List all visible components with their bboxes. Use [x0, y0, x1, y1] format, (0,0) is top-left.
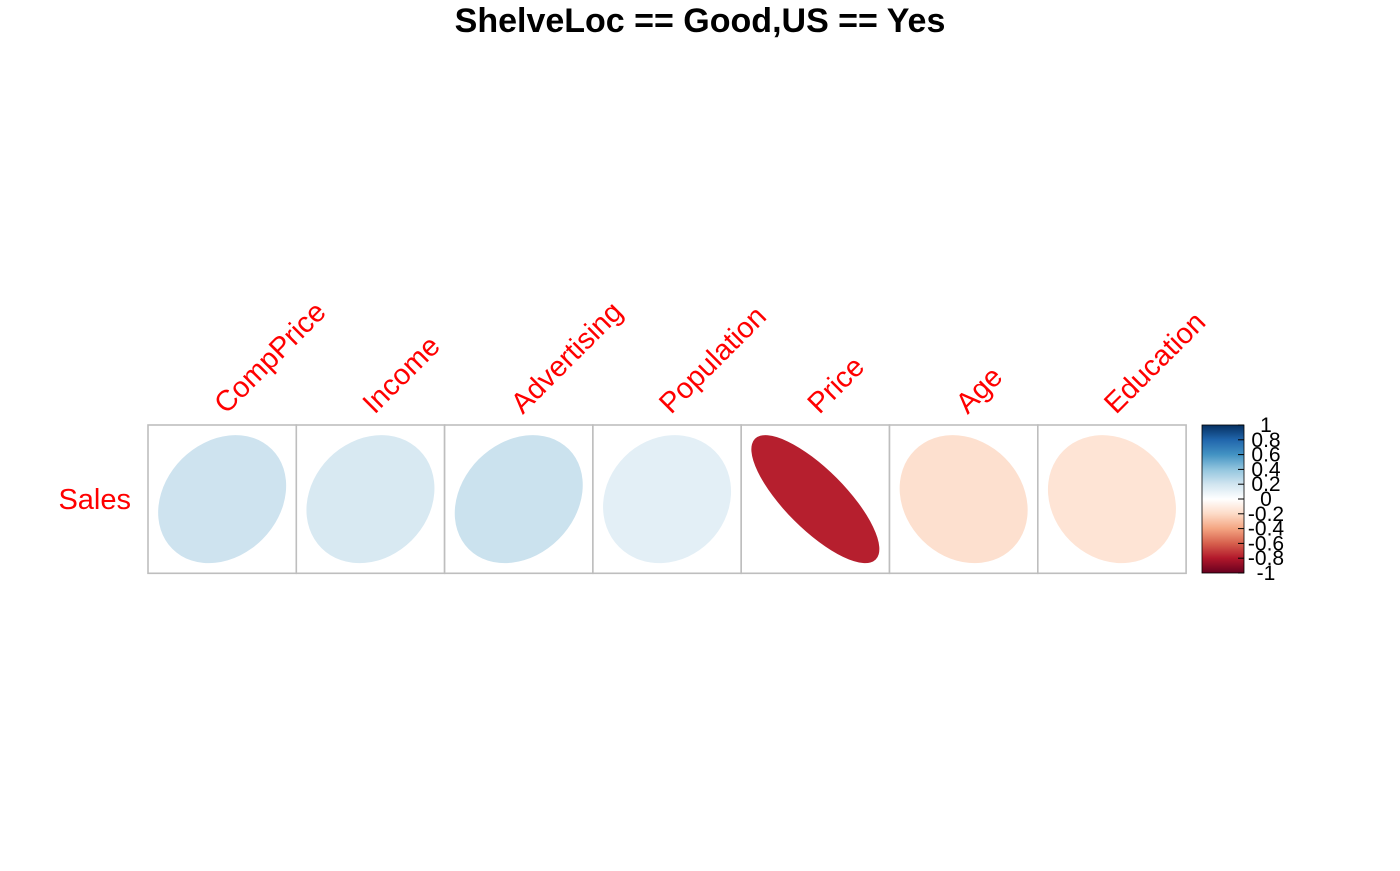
color-legend: 10.80.60.40.20-0.2-0.4-0.6-0.8-1 [1201, 414, 1285, 585]
correlation-ellipse [1047, 435, 1176, 564]
correlation-ellipse [751, 435, 880, 564]
legend-tick-label: 1 [1260, 414, 1272, 437]
legend-color-bar [1201, 424, 1245, 574]
legend-tick-label: 0.8 [1251, 429, 1280, 452]
legend-tick-label: -1 [1257, 562, 1276, 585]
legend-tick-label: -0.4 [1248, 518, 1285, 541]
column-label: Price [802, 351, 871, 420]
correlation-ellipse [158, 435, 287, 564]
column-label: Advertising [505, 296, 629, 420]
correlation-ellipse [454, 435, 583, 564]
column-label: CompPrice [208, 296, 332, 420]
legend-tick-label: -0.6 [1248, 532, 1284, 555]
correlation-cells [147, 424, 1187, 575]
legend-tick-label: 0.4 [1251, 458, 1281, 481]
row-label: Sales [58, 484, 131, 516]
legend-tick-label: 0 [1260, 488, 1272, 511]
column-label: Age [950, 361, 1009, 420]
column-label: Income [357, 330, 447, 420]
correlation-ellipse [603, 435, 732, 564]
legend-tick-label: 0.6 [1251, 444, 1280, 467]
correlation-ellipse [899, 435, 1028, 564]
column-label: Education [1098, 306, 1212, 420]
legend-tick-label: 0.2 [1251, 473, 1280, 496]
column-label: Population [653, 300, 773, 420]
legend-tick-label: -0.8 [1248, 547, 1284, 570]
chart-title: ShelveLoc == Good,US == Yes [455, 2, 946, 40]
correlation-ellipse [306, 435, 435, 564]
legend-tick-label: -0.2 [1248, 503, 1284, 526]
